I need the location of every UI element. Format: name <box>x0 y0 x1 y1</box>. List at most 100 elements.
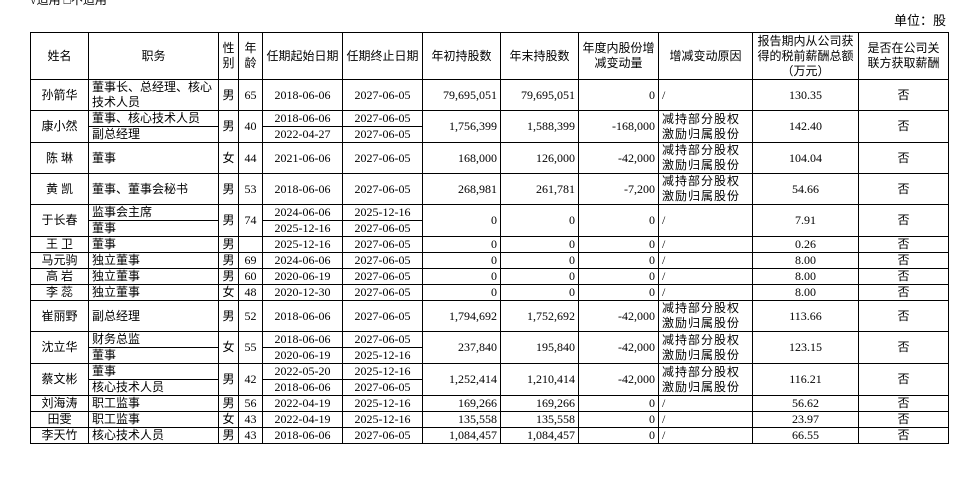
begin-shares-cell: 135,558 <box>422 411 501 428</box>
end-date-cell: 2027-06-05 <box>342 331 423 348</box>
related-cell: 否 <box>858 252 949 269</box>
pay-cell: 130.35 <box>752 79 859 111</box>
begin-shares-cell: 79,695,051 <box>422 79 501 111</box>
pay-cell: 104.04 <box>752 142 859 174</box>
reason-cell: / <box>658 411 753 428</box>
related-cell: 否 <box>858 79 949 111</box>
related-cell: 否 <box>858 300 949 332</box>
end-date-cell: 2027-06-05 <box>342 268 423 285</box>
change-cell: 0 <box>578 236 659 253</box>
start-date-cell: 2025-12-16 <box>262 220 343 237</box>
gender-cell: 男 <box>218 110 239 143</box>
pay-cell: 8.00 <box>752 252 859 269</box>
header-cell: 性别 <box>218 32 239 80</box>
role-cell: 董事长、总经理、核心技术人员 <box>88 79 219 111</box>
age-cell: 56 <box>238 395 263 412</box>
age-cell: 55 <box>238 331 263 364</box>
header-cell: 年龄 <box>238 32 263 80</box>
start-date-cell: 2018-06-06 <box>262 79 343 111</box>
header-cell: 年末持股数 <box>500 32 579 80</box>
end-shares-cell: 1,588,399 <box>500 110 579 143</box>
start-date-cell: 2022-04-19 <box>262 395 343 412</box>
related-cell: 否 <box>858 173 949 205</box>
age-cell: 40 <box>238 110 263 143</box>
table-row: 沈立华 财务总监女 55 2018-06-06 2027-06-05 237,840 195… <box>30 331 949 364</box>
start-date-cell: 2024-06-06 <box>262 252 343 269</box>
role-cell: 董事、董事会秘书 <box>88 173 219 205</box>
begin-shares-cell: 0 <box>422 284 501 301</box>
end-date-cell: 2025-12-16 <box>342 347 423 364</box>
role-cell: 核心技术人员 <box>88 427 219 444</box>
role-cell: 副总经理 <box>88 126 219 143</box>
pay-cell: 66.55 <box>752 427 859 444</box>
reason-cell: 减持部分股权激励归属股份 <box>658 110 753 143</box>
begin-shares-cell: 169,266 <box>422 395 501 412</box>
gender-cell: 男 <box>218 395 239 412</box>
end-shares-cell: 0 <box>500 268 579 285</box>
reason-cell: / <box>658 395 753 412</box>
table-body: 孙箭华 董事长、总经理、核心技术人员男 65 2018-06-06 2027-06-05… <box>30 79 949 444</box>
end-date-cell: 2027-06-05 <box>342 252 423 269</box>
end-shares-cell: 0 <box>500 236 579 253</box>
pay-cell: 123.15 <box>752 331 859 364</box>
begin-shares-cell: 0 <box>422 236 501 253</box>
gender-cell: 男 <box>218 173 239 205</box>
age-cell: 43 <box>238 411 263 428</box>
pay-cell: 113.66 <box>752 300 859 332</box>
gender-cell: 女 <box>218 331 239 364</box>
top-note: √适用 □不适用 <box>30 0 107 7</box>
start-date-cell: 2021-06-06 <box>262 142 343 174</box>
reason-cell: / <box>658 268 753 285</box>
begin-shares-cell: 237,840 <box>422 331 501 364</box>
unit-label: 单位：股 <box>893 13 946 28</box>
reason-cell: 减持部分股权激励归属股份 <box>658 142 753 174</box>
related-cell: 否 <box>858 363 949 396</box>
pay-cell: 56.62 <box>752 395 859 412</box>
gender-cell: 男 <box>218 427 239 444</box>
begin-shares-cell: 1,084,457 <box>422 427 501 444</box>
reason-cell: / <box>658 204 753 237</box>
name-cell: 李 蕊 <box>30 284 89 301</box>
name-cell: 康小然 <box>30 110 89 143</box>
role-cell: 独立董事 <box>88 252 219 269</box>
table-row: 康小然 董事、核心技术人员男 40 2018-06-06 2027-06-05 1,756… <box>30 110 949 143</box>
pay-cell: 8.00 <box>752 268 859 285</box>
begin-shares-cell: 1,756,399 <box>422 110 501 143</box>
change-cell: -42,000 <box>578 300 659 332</box>
role-cell: 董事 <box>88 220 219 237</box>
start-date-cell: 2020-06-19 <box>262 268 343 285</box>
table-row: 马元驹 独立董事男 69 2024-06-06 2027-06-05 0 0 0/8.00 否 <box>30 252 949 269</box>
change-cell: 0 <box>578 395 659 412</box>
related-cell: 否 <box>858 236 949 253</box>
end-date-cell: 2025-12-16 <box>342 363 423 380</box>
role-cell: 核心技术人员 <box>88 379 219 396</box>
header-cell: 年初持股数 <box>422 32 501 80</box>
start-date-cell: 2020-06-19 <box>262 347 343 364</box>
change-cell: 0 <box>578 427 659 444</box>
end-shares-cell: 1,084,457 <box>500 427 579 444</box>
table-row: 王 卫董事男 2025-12-16 2027-06-05 0 0 0/0.26 否 <box>30 236 949 253</box>
reason-cell: / <box>658 79 753 111</box>
pay-cell: 116.21 <box>752 363 859 396</box>
pay-cell: 54.66 <box>752 173 859 205</box>
table-row: 蔡文彬 董事男 42 2022-05-20 2025-12-16 1,252,414 1,2… <box>30 363 949 396</box>
role-cell: 董事 <box>88 363 219 380</box>
end-date-cell: 2025-12-16 <box>342 411 423 428</box>
gender-cell: 男 <box>218 236 239 253</box>
name-cell: 王 卫 <box>30 236 89 253</box>
begin-shares-cell: 1,252,414 <box>422 363 501 396</box>
reason-cell: 减持部分股权激励归属股份 <box>658 300 753 332</box>
change-cell: 0 <box>578 284 659 301</box>
pay-cell: 23.97 <box>752 411 859 428</box>
header-cell: 是否在公司关联方获取薪酬 <box>858 32 949 80</box>
reason-cell: 减持部分股权激励归属股份 <box>658 173 753 205</box>
age-cell: 74 <box>238 204 263 237</box>
pay-cell: 7.91 <box>752 204 859 237</box>
age-cell: 42 <box>238 363 263 396</box>
name-cell: 刘海涛 <box>30 395 89 412</box>
gender-cell: 女 <box>218 411 239 428</box>
table-row: 田雯 职工监事女 43 2022-04-19 2025-12-16 135,558 135,… <box>30 411 949 428</box>
start-date-cell: 2024-06-06 <box>262 204 343 221</box>
header-cell: 年度内股份增减变动量 <box>578 32 659 80</box>
